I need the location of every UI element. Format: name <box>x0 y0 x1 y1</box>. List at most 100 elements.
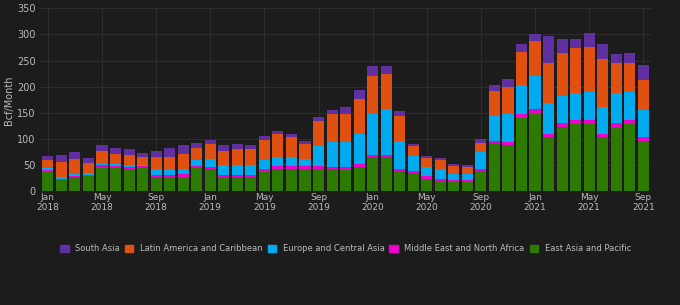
Bar <box>245 175 256 177</box>
Bar <box>273 169 284 191</box>
Bar <box>164 177 175 191</box>
Bar <box>313 146 324 166</box>
Bar <box>299 141 311 144</box>
Bar <box>475 143 486 152</box>
Bar <box>354 167 364 191</box>
Bar <box>448 164 460 166</box>
Bar <box>150 169 162 174</box>
Bar <box>570 38 581 48</box>
Bar <box>381 157 392 191</box>
Bar <box>110 164 121 166</box>
Bar <box>489 116 500 141</box>
Bar <box>516 84 527 114</box>
Bar <box>381 155 392 157</box>
Bar <box>97 165 107 168</box>
Bar <box>462 182 473 191</box>
Y-axis label: Bcf/Month: Bcf/Month <box>4 75 14 124</box>
Bar <box>556 127 568 191</box>
Bar <box>408 173 419 191</box>
Bar <box>354 90 364 99</box>
Bar <box>97 168 107 191</box>
Bar <box>394 111 405 116</box>
Bar <box>462 165 473 167</box>
Bar <box>326 142 337 167</box>
Bar <box>516 114 527 118</box>
Bar <box>340 170 351 191</box>
Bar <box>326 110 337 114</box>
Bar <box>232 175 243 177</box>
Bar <box>191 148 202 160</box>
Bar <box>583 92 595 120</box>
Bar <box>232 144 243 149</box>
Bar <box>611 127 622 191</box>
Bar <box>150 177 162 191</box>
Bar <box>286 134 297 138</box>
Bar <box>218 177 229 191</box>
Bar <box>245 165 256 175</box>
Bar <box>597 106 608 134</box>
Bar <box>448 166 460 174</box>
Bar <box>583 47 595 92</box>
Bar <box>421 158 432 167</box>
Bar <box>56 179 67 180</box>
Bar <box>556 96 568 123</box>
Bar <box>583 33 595 47</box>
Bar <box>313 166 324 169</box>
Bar <box>259 160 270 169</box>
Bar <box>638 65 649 80</box>
Bar <box>259 169 270 172</box>
Bar <box>273 166 284 169</box>
Bar <box>245 145 256 149</box>
Bar <box>489 84 500 92</box>
Bar <box>218 175 229 177</box>
Bar <box>286 169 297 191</box>
Bar <box>543 103 554 134</box>
Bar <box>150 157 162 169</box>
Bar <box>408 171 419 173</box>
Bar <box>462 180 473 182</box>
Bar <box>597 138 608 191</box>
Bar <box>556 38 568 53</box>
Bar <box>354 99 364 134</box>
Bar <box>597 59 608 106</box>
Bar <box>110 168 121 191</box>
Bar <box>299 166 311 169</box>
Bar <box>638 110 649 137</box>
Bar <box>583 120 595 124</box>
Bar <box>205 140 216 144</box>
Bar <box>232 149 243 165</box>
Bar <box>124 167 135 169</box>
Bar <box>367 155 378 157</box>
Bar <box>354 164 364 167</box>
Bar <box>597 134 608 138</box>
Bar <box>69 159 80 174</box>
Bar <box>435 160 446 169</box>
Bar <box>394 116 405 141</box>
Legend: South Asia, Latin America and Caribbean, Europe and Central Asia, Middle East an: South Asia, Latin America and Caribbean,… <box>57 241 634 257</box>
Bar <box>503 142 513 145</box>
Bar <box>570 93 581 120</box>
Bar <box>448 174 460 180</box>
Bar <box>462 167 473 174</box>
Bar <box>340 167 351 170</box>
Bar <box>313 169 324 191</box>
Bar <box>503 87 513 114</box>
Bar <box>69 176 80 177</box>
Bar <box>56 177 67 179</box>
Bar <box>448 180 460 182</box>
Bar <box>597 44 608 59</box>
Bar <box>137 157 148 165</box>
Bar <box>232 177 243 191</box>
Bar <box>489 92 500 116</box>
Bar <box>245 177 256 191</box>
Bar <box>313 121 324 146</box>
Bar <box>503 145 513 191</box>
Bar <box>421 156 432 158</box>
Bar <box>42 172 54 191</box>
Bar <box>259 136 270 140</box>
Bar <box>191 143 202 148</box>
Bar <box>97 163 107 165</box>
Bar <box>556 53 568 96</box>
Bar <box>137 152 148 157</box>
Bar <box>286 166 297 169</box>
